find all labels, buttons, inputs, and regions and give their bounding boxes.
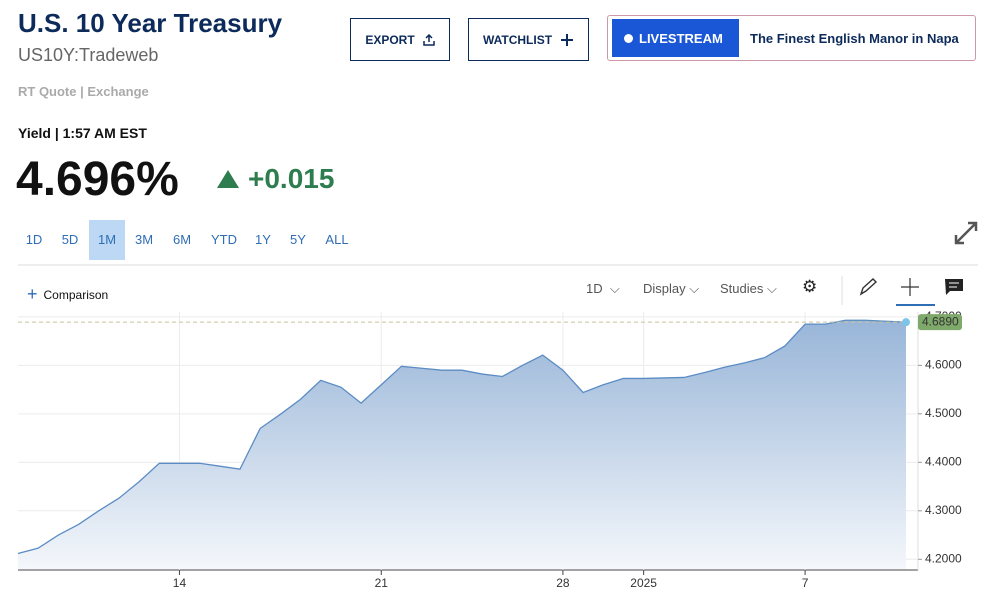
range-tab[interactable]: 5Y: [290, 232, 306, 247]
export-button[interactable]: EXPORT: [350, 18, 450, 61]
range-tab[interactable]: 5D: [61, 232, 79, 247]
comment-tool[interactable]: [944, 278, 964, 296]
line: [17, 319, 907, 555]
quote-label: Yield | 1:57 AM EST: [18, 125, 147, 141]
change: +0.015: [248, 163, 335, 194]
draw-tool[interactable]: [858, 277, 878, 297]
promo-text: The Finest English Manor in Napa: [750, 31, 959, 46]
area: [18, 320, 906, 569]
range-tab[interactable]: 1Y: [255, 232, 271, 247]
display-menu[interactable]: Display ⌵: [643, 281, 700, 296]
range-tab[interactable]: ALL: [325, 232, 349, 247]
comparison-button[interactable]: + Comparison: [27, 284, 109, 304]
x-tick-label: 14: [173, 576, 187, 590]
up-arrow: [217, 170, 239, 188]
livestream-label: LIVESTREAM: [639, 30, 723, 46]
title: U.S. 10 Year Treasury: [18, 8, 283, 38]
y-tick-label: 4.3000: [925, 503, 962, 517]
x-tick-label: 21: [375, 576, 389, 590]
value-label: 4.6890: [922, 314, 959, 328]
icon: [561, 33, 574, 46]
interval-menu[interactable]: 1D ⌵: [586, 281, 620, 296]
button-label: WATCHLIST: [482, 32, 553, 47]
range-tab[interactable]: 1M: [89, 220, 125, 260]
button-label: EXPORT: [365, 32, 415, 47]
price: 4.696%: [16, 153, 179, 206]
menu-label: 1D: [586, 281, 603, 296]
x-tick-label: 7: [802, 576, 809, 590]
x-tick-label: 2025: [630, 576, 657, 590]
x-tick-label: 28: [556, 576, 570, 590]
icon: [422, 33, 435, 46]
last-point: [902, 318, 910, 327]
symbol: US10Y:Tradeweb: [18, 45, 159, 65]
y-tick-label: 4.2000: [925, 551, 962, 565]
livestream-banner[interactable]: LIVESTREAM The Finest English Manor in N…: [607, 15, 976, 61]
watchlist-button[interactable]: WATCHLIST: [468, 18, 589, 61]
comparison-label: Comparison: [43, 287, 109, 302]
range-tab[interactable]: 6M: [172, 232, 192, 247]
livestream-badge: LIVESTREAM: [612, 19, 739, 57]
studies-menu[interactable]: Studies ⌵: [720, 281, 777, 296]
value-badge: [918, 314, 962, 331]
range-tab[interactable]: 1D: [25, 232, 43, 247]
y-tick-label: 4.4000: [925, 454, 962, 468]
y-tick-label: 4.6000: [925, 358, 962, 372]
expand-icon[interactable]: [953, 220, 979, 246]
range-tab[interactable]: YTD: [211, 232, 237, 247]
y-tick-label: 4.5000: [925, 406, 962, 420]
crosshair-tool[interactable]: [900, 277, 920, 297]
settings-button[interactable]: ⚙: [802, 277, 818, 296]
menu-label: Studies: [720, 281, 764, 296]
range-tab[interactable]: 3M: [134, 232, 154, 247]
quote-type: RT Quote | Exchange: [18, 84, 149, 99]
menu-label: Display: [643, 281, 686, 296]
